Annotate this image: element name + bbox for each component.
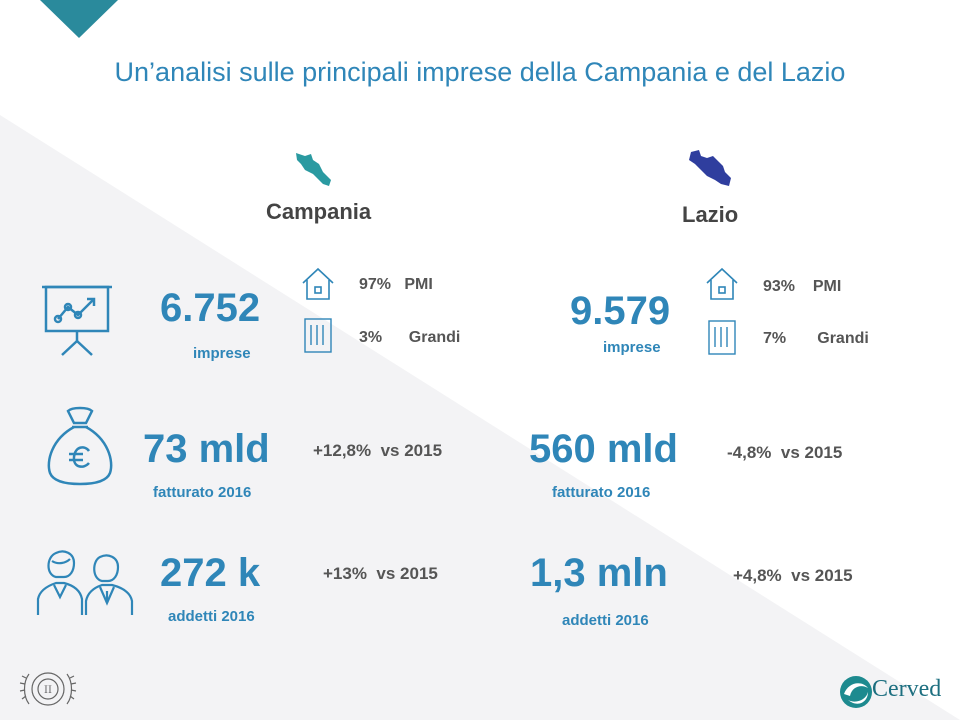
lazio-fatturato-vs: vs 2015 — [780, 443, 843, 462]
campania-addetti-value: 272 k — [160, 551, 261, 595]
house-icon — [706, 267, 738, 300]
lazio-fatturato-label: fatturato 2016 — [552, 484, 651, 501]
lazio-map-icon — [689, 150, 731, 186]
lazio-fatturato-change: -4,8% — [727, 443, 772, 462]
money-bag-euro-icon — [47, 406, 113, 486]
campania-grandi-row: 3% Grandi — [359, 329, 460, 347]
presentation-chart-icon — [42, 285, 112, 356]
lazio-grandi-row: 7% Grandi — [763, 330, 869, 348]
lazio-pmi-row: 93% PMI — [763, 278, 841, 296]
house-icon — [302, 267, 334, 300]
lazio-addetti-vs: vs 2015 — [791, 566, 853, 585]
seal-logo: II — [19, 672, 77, 706]
lazio-addetti-label: addetti 2016 — [562, 612, 649, 629]
campania-map-icon — [296, 153, 331, 186]
campania-fatturato-label: fatturato 2016 — [153, 484, 252, 501]
campania-fatturato-change-row: +12,8% vs 2015 — [313, 441, 442, 461]
campania-addetti-vs: vs 2015 — [376, 564, 438, 583]
lazio-imprese-label: imprese — [603, 339, 661, 356]
campania-grandi-pct: 3% — [359, 329, 383, 346]
lazio-pmi-label: PMI — [812, 278, 842, 295]
campania-imprese-value: 6.752 — [160, 286, 261, 330]
lazio-addetti-value: 1,3 mln — [530, 551, 668, 595]
campania-pmi-pct: 97% — [359, 276, 392, 293]
lazio-pmi-pct: 93% — [763, 278, 796, 295]
campania-imprese-label: imprese — [193, 345, 251, 362]
lazio-addetti-change: +4,8% — [733, 566, 782, 585]
campania-grandi-label: Grandi — [408, 329, 461, 346]
campania-fatturato-change: +12,8% — [313, 441, 372, 460]
building-icon — [708, 320, 736, 355]
corner-tab — [40, 0, 118, 38]
campania-addetti-change: +13% — [323, 564, 367, 583]
lazio-imprese-value: 9.579 — [570, 289, 671, 333]
lazio-title: Lazio — [682, 202, 739, 227]
lazio-grandi-label: Grandi — [817, 330, 869, 347]
campania-pmi-label: PMI — [404, 276, 433, 293]
campania-fatturato-value: 73 mld — [143, 427, 270, 471]
lazio-addetti-change-row: +4,8% vs 2015 — [733, 566, 853, 586]
lazio-grandi-pct: 7% — [763, 330, 787, 347]
employees-icon — [36, 550, 134, 615]
page-title: Un’analisi sulle principali imprese dell… — [114, 57, 846, 87]
lazio-fatturato-change-row: -4,8% vs 2015 — [727, 443, 842, 463]
campania-pmi-row: 97% PMI — [359, 276, 433, 294]
cerved-logo-text: Cerved — [872, 676, 942, 702]
campania-addetti-change-row: +13% vs 2015 — [323, 564, 438, 584]
building-icon — [304, 318, 332, 353]
campania-addetti-label: addetti 2016 — [168, 608, 255, 625]
cerved-logo-icon — [840, 676, 872, 708]
campania-fatturato-vs: vs 2015 — [380, 441, 443, 460]
lazio-fatturato-value: 560 mld — [529, 427, 678, 471]
svg-text:II: II — [44, 685, 52, 696]
campania-title: Campania — [266, 199, 372, 224]
